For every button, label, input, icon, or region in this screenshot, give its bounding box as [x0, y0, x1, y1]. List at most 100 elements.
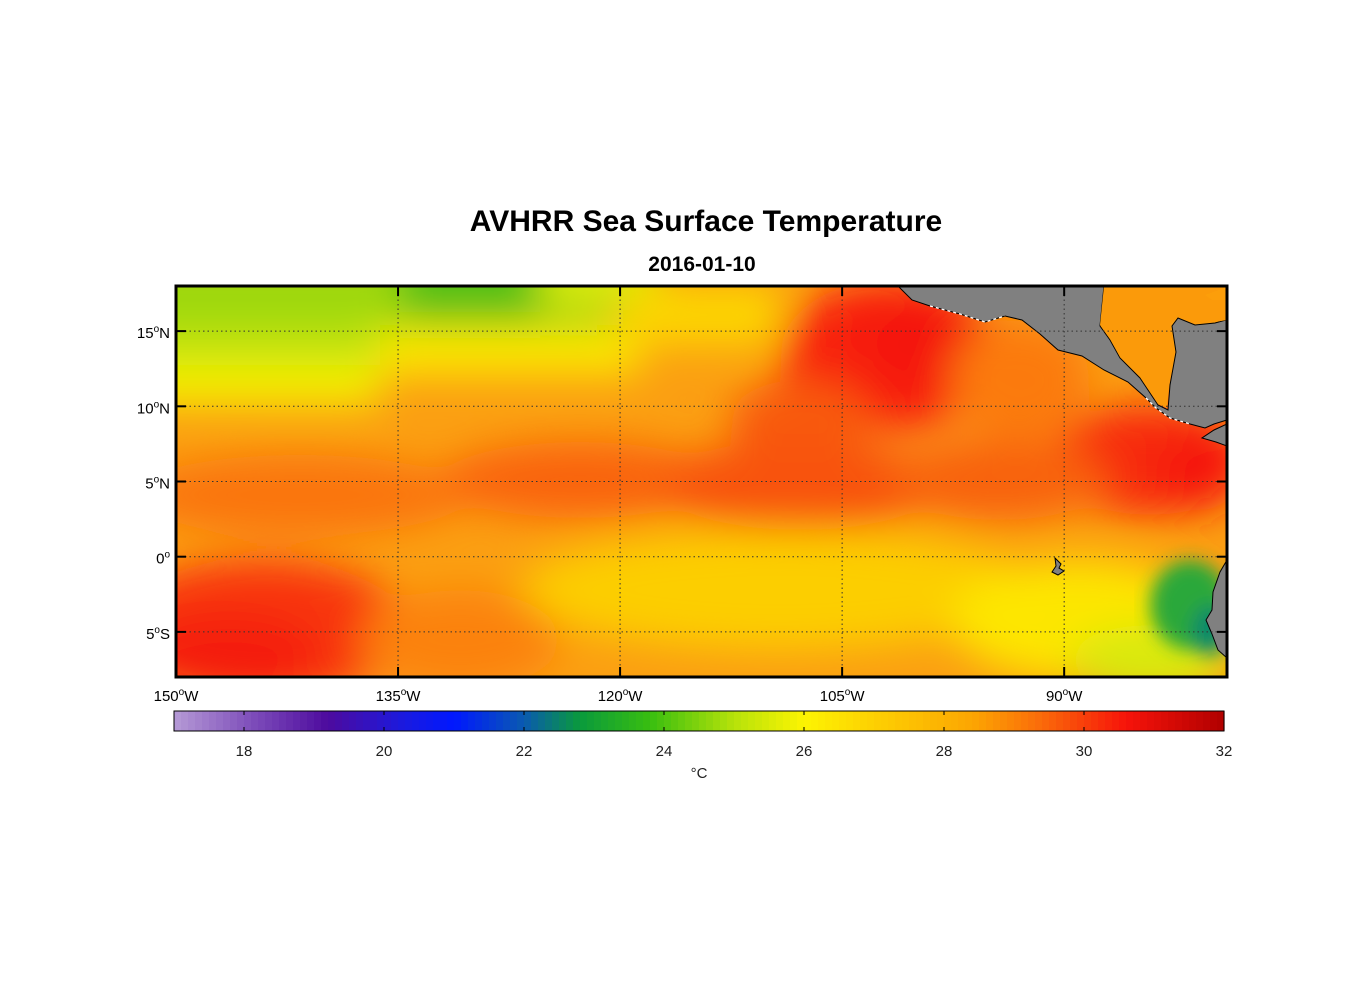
caribbean-sea-corner [1205, 287, 1227, 300]
colorbar-cell [1098, 711, 1106, 731]
colorbar-cell [608, 711, 616, 731]
colorbar-cell [979, 711, 987, 731]
colorbar-cell [1070, 711, 1078, 731]
colorbar-cell [552, 711, 560, 731]
colorbar-cell [489, 711, 497, 731]
coastline-highlight [929, 305, 1191, 425]
colorbar-cell [867, 711, 875, 731]
colorbar-cell [419, 711, 427, 731]
colorbar-cell [1217, 711, 1225, 731]
colorbar-cell [1175, 711, 1183, 731]
colorbar-cell [1147, 711, 1155, 731]
lat-tick-label: 5oN [145, 475, 170, 493]
colorbar-cell [1035, 711, 1043, 731]
colorbar-cell [1063, 711, 1071, 731]
colorbar-cell [405, 711, 413, 731]
colorbar-cell [307, 711, 315, 731]
colorbar-tick-label: 26 [796, 743, 813, 760]
colorbar-cell [195, 711, 203, 731]
colorbar-cell [629, 711, 637, 731]
sst-map [176, 286, 1227, 677]
colorbar-cell [846, 711, 854, 731]
colorbar-cell [398, 711, 406, 731]
colorbar-cell [1112, 711, 1120, 731]
colorbar-tick-label: 20 [376, 743, 393, 760]
colorbar-cell [825, 711, 833, 731]
colorbar-cell [930, 711, 938, 731]
colorbar-cell [776, 711, 784, 731]
colorbar-cell [209, 711, 217, 731]
colorbar-cell [181, 711, 189, 731]
colorbar-cell [328, 711, 336, 731]
colorbar-cell [951, 711, 959, 731]
colorbar-cell [1189, 711, 1197, 731]
colorbar-cell [902, 711, 910, 731]
colorbar-cell [587, 711, 595, 731]
colorbar-cell [916, 711, 924, 731]
colorbar-cell [699, 711, 707, 731]
colorbar-cell [545, 711, 553, 731]
colorbar-cell [391, 711, 399, 731]
colorbar-cell [293, 711, 301, 731]
colorbar-cell [1077, 711, 1085, 731]
colorbar-cell [370, 711, 378, 731]
colorbar-cell [636, 711, 644, 731]
colorbar-cell [881, 711, 889, 731]
colorbar-cell [1056, 711, 1064, 731]
colorbar-cell [734, 711, 742, 731]
longitude-labels: 150oW 135oW 120oW 105oW 90oW [154, 687, 1084, 705]
colorbar-cell [524, 711, 532, 731]
colorbar-cell [174, 711, 182, 731]
colorbar-cell [244, 711, 252, 731]
colorbar-cell [335, 711, 343, 731]
lon-tick-label: 150oW [154, 687, 200, 705]
colorbar-cell [321, 711, 329, 731]
colorbar-cell [1168, 711, 1176, 731]
colorbar-cell [1028, 711, 1036, 731]
colorbar-cells [174, 711, 1225, 731]
colorbar-cell [937, 711, 945, 731]
colorbar-cell [286, 711, 294, 731]
colorbar-cell [279, 711, 287, 731]
lat-tick-label: 15oN [137, 324, 170, 342]
colorbar-cell [1182, 711, 1190, 731]
colorbar-cell [1000, 711, 1008, 731]
colorbar-cell [566, 711, 574, 731]
colorbar-cell [874, 711, 882, 731]
colorbar-cell [258, 711, 266, 731]
colorbar-cell [622, 711, 630, 731]
colorbar-cell [1105, 711, 1113, 731]
colorbar-cell [1161, 711, 1169, 731]
colorbar-cell [993, 711, 1001, 731]
colorbar-cell [1084, 711, 1092, 731]
colorbar-cell [797, 711, 805, 731]
map-frame-ticks [175, 286, 1227, 677]
colorbar-cell [496, 711, 504, 731]
colorbar-cell [300, 711, 308, 731]
colorbar-cell [944, 711, 952, 731]
colorbar-cell [349, 711, 357, 731]
colorbar-cell [811, 711, 819, 731]
caribbean-sea [1100, 286, 1227, 408]
colorbar: 18 20 22 24 26 28 30 32 °C [173, 710, 1232, 782]
colorbar-cell [895, 711, 903, 731]
colorbar-cell [748, 711, 756, 731]
colorbar-cell [706, 711, 714, 731]
colorbar-cell [972, 711, 980, 731]
colorbar-cell [909, 711, 917, 731]
map-title: AVHRR Sea Surface Temperature [469, 205, 943, 238]
colorbar-cell [475, 711, 483, 731]
colorbar-cell [356, 711, 364, 731]
colorbar-cell [1007, 711, 1015, 731]
lon-tick-label: 90oW [1046, 687, 1083, 705]
colorbar-cell [223, 711, 231, 731]
colorbar-cell [1140, 711, 1148, 731]
map-subtitle: 2016-01-10 [648, 253, 756, 276]
colorbar-tick-label: 22 [516, 743, 533, 760]
colorbar-cell [762, 711, 770, 731]
colorbar-cell [601, 711, 609, 731]
colorbar-cell [923, 711, 931, 731]
colorbar-cell [314, 711, 322, 731]
colorbar-cell [412, 711, 420, 731]
colorbar-cell [657, 711, 665, 731]
